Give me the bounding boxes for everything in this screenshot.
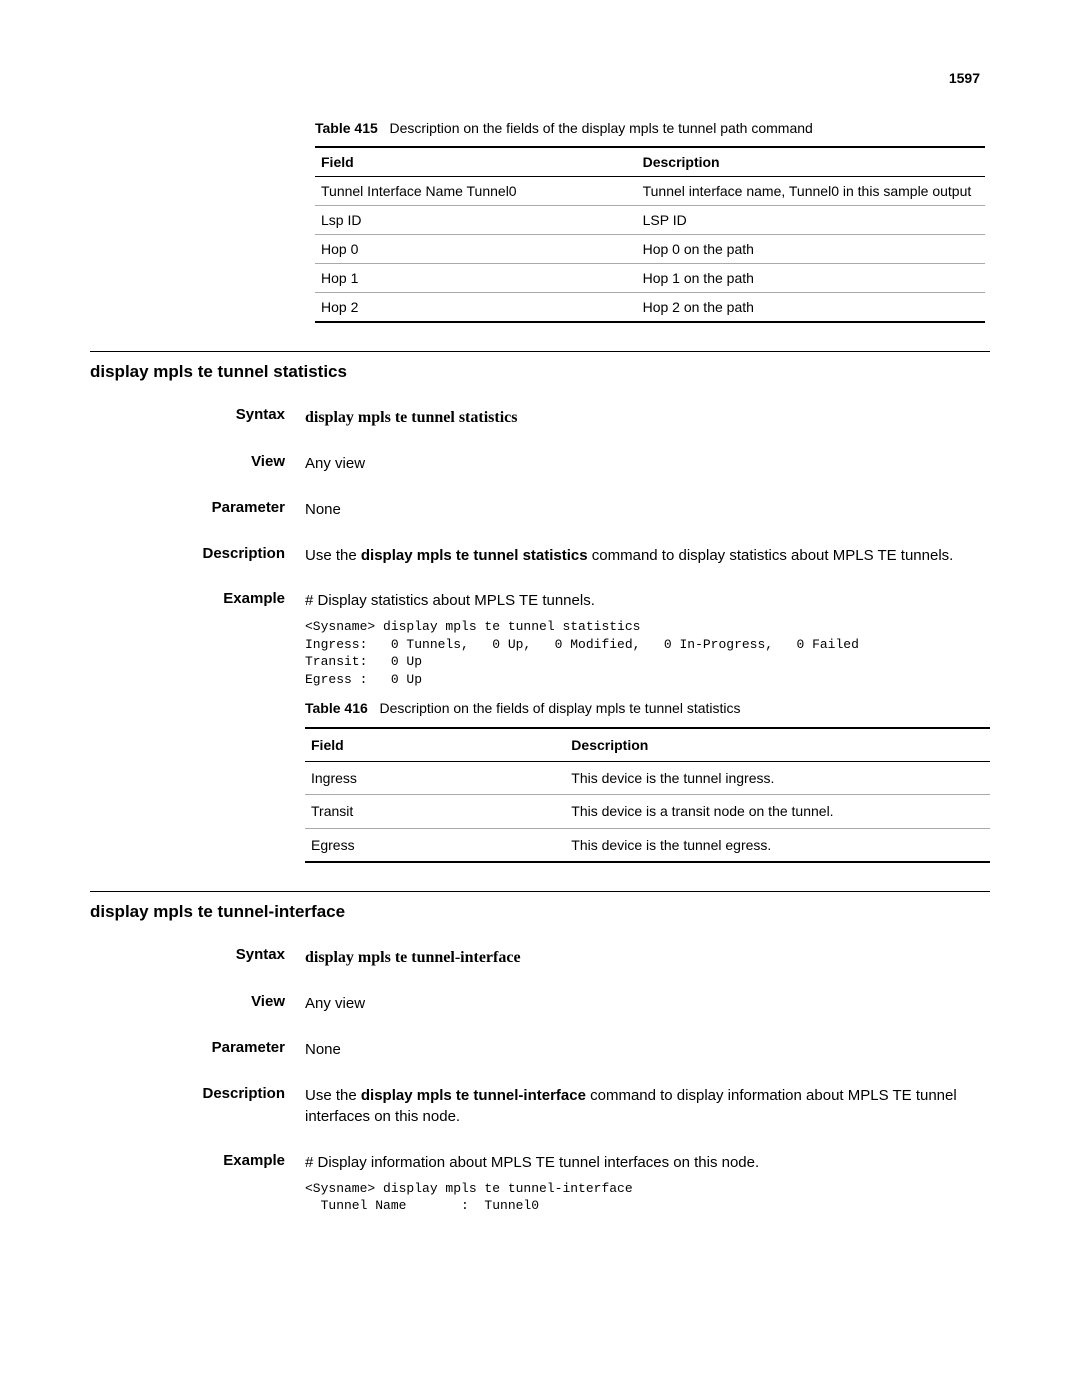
desc-post: command to display statistics about MPLS… (588, 547, 954, 564)
table416-th-field: Field (305, 728, 565, 762)
table415-caption: Table 415 Description on the fields of t… (315, 120, 985, 136)
desc-pre: Use the (305, 547, 361, 564)
desc-cmd: display mpls te tunnel statistics (361, 547, 588, 564)
t415-r3-d: Hop 1 on the path (637, 264, 985, 293)
example-code-2: <Sysname> display mpls te tunnel-interfa… (305, 1180, 990, 1215)
table416: Field Description IngressThis device is … (305, 727, 990, 863)
example-code: <Sysname> display mpls te tunnel statist… (305, 618, 990, 688)
section1-title: display mpls te tunnel statistics (90, 362, 990, 382)
table415-container: Table 415 Description on the fields of t… (315, 120, 985, 323)
table415-th-field: Field (315, 147, 637, 177)
t416-r2-d: This device is the tunnel egress. (565, 828, 990, 862)
section-divider (90, 351, 990, 352)
example-lead: # Display statistics about MPLS TE tunne… (305, 590, 990, 612)
example-body: # Display statistics about MPLS TE tunne… (305, 590, 990, 862)
t415-r4-f: Hop 2 (315, 293, 637, 323)
parameter-row-2: Parameter None (90, 1039, 990, 1061)
description-row-2: Description Use the display mpls te tunn… (90, 1085, 990, 1129)
parameter-label-2: Parameter (90, 1039, 305, 1056)
table415: Field Description Tunnel Interface Name … (315, 146, 985, 323)
table-row: Hop 2Hop 2 on the path (315, 293, 985, 323)
syntax-row-2: Syntax display mpls te tunnel-interface (90, 946, 990, 969)
example-row-2: Example # Display information about MPLS… (90, 1152, 990, 1215)
t416-r2-f: Egress (305, 828, 565, 862)
view-row-2: View Any view (90, 993, 990, 1015)
table416-caption: Table 416 Description on the fields of d… (305, 698, 990, 718)
section-divider (90, 891, 990, 892)
t415-r1-d: LSP ID (637, 206, 985, 235)
desc-cmd-2: display mpls te tunnel-interface (361, 1087, 586, 1104)
view-label: View (90, 453, 305, 470)
syntax-label: Syntax (90, 406, 305, 423)
t415-r4-d: Hop 2 on the path (637, 293, 985, 323)
example-label-2: Example (90, 1152, 305, 1169)
syntax-label-2: Syntax (90, 946, 305, 963)
table415-label: Table 415 (315, 120, 378, 136)
example-row: Example # Display statistics about MPLS … (90, 590, 990, 862)
syntax-value-2: display mpls te tunnel-interface (305, 946, 990, 969)
t415-r0-f: Tunnel Interface Name Tunnel0 (315, 177, 637, 206)
view-row: View Any view (90, 453, 990, 475)
description-label: Description (90, 545, 305, 562)
t415-r2-d: Hop 0 on the path (637, 235, 985, 264)
example-body-2: # Display information about MPLS TE tunn… (305, 1152, 990, 1215)
table415-th-desc: Description (637, 147, 985, 177)
table415-caption-text: Description on the fields of the display… (389, 120, 812, 136)
description-label-2: Description (90, 1085, 305, 1102)
table416-label: Table 416 (305, 700, 368, 716)
view-value-2: Any view (305, 993, 990, 1015)
t415-r1-f: Lsp ID (315, 206, 637, 235)
description-body-2: Use the display mpls te tunnel-interface… (305, 1085, 990, 1129)
table416-th-desc: Description (565, 728, 990, 762)
t416-r1-d: This device is a transit node on the tun… (565, 795, 990, 828)
table416-caption-text: Description on the fields of display mpl… (379, 700, 740, 716)
table-row: Hop 1Hop 1 on the path (315, 264, 985, 293)
parameter-value: None (305, 499, 990, 521)
page-number: 1597 (949, 70, 980, 86)
t415-r3-f: Hop 1 (315, 264, 637, 293)
t415-r2-f: Hop 0 (315, 235, 637, 264)
table-row: Lsp IDLSP ID (315, 206, 985, 235)
table-row: EgressThis device is the tunnel egress. (305, 828, 990, 862)
table-row: Tunnel Interface Name Tunnel0Tunnel inte… (315, 177, 985, 206)
table-row: IngressThis device is the tunnel ingress… (305, 761, 990, 794)
parameter-label: Parameter (90, 499, 305, 516)
table-row: TransitThis device is a transit node on … (305, 795, 990, 828)
syntax-row: Syntax display mpls te tunnel statistics (90, 406, 990, 429)
view-label-2: View (90, 993, 305, 1010)
description-body: Use the display mpls te tunnel statistic… (305, 545, 990, 567)
description-row: Description Use the display mpls te tunn… (90, 545, 990, 567)
table-row: Hop 0Hop 0 on the path (315, 235, 985, 264)
t416-r0-d: This device is the tunnel ingress. (565, 761, 990, 794)
example-label: Example (90, 590, 305, 607)
syntax-value: display mpls te tunnel statistics (305, 406, 990, 429)
section2-title: display mpls te tunnel-interface (90, 902, 990, 922)
t416-r0-f: Ingress (305, 761, 565, 794)
t415-r0-d: Tunnel interface name, Tunnel0 in this s… (637, 177, 985, 206)
example-lead-2: # Display information about MPLS TE tunn… (305, 1152, 990, 1174)
parameter-row: Parameter None (90, 499, 990, 521)
parameter-value-2: None (305, 1039, 990, 1061)
desc-pre-2: Use the (305, 1087, 361, 1104)
view-value: Any view (305, 453, 990, 475)
t416-r1-f: Transit (305, 795, 565, 828)
